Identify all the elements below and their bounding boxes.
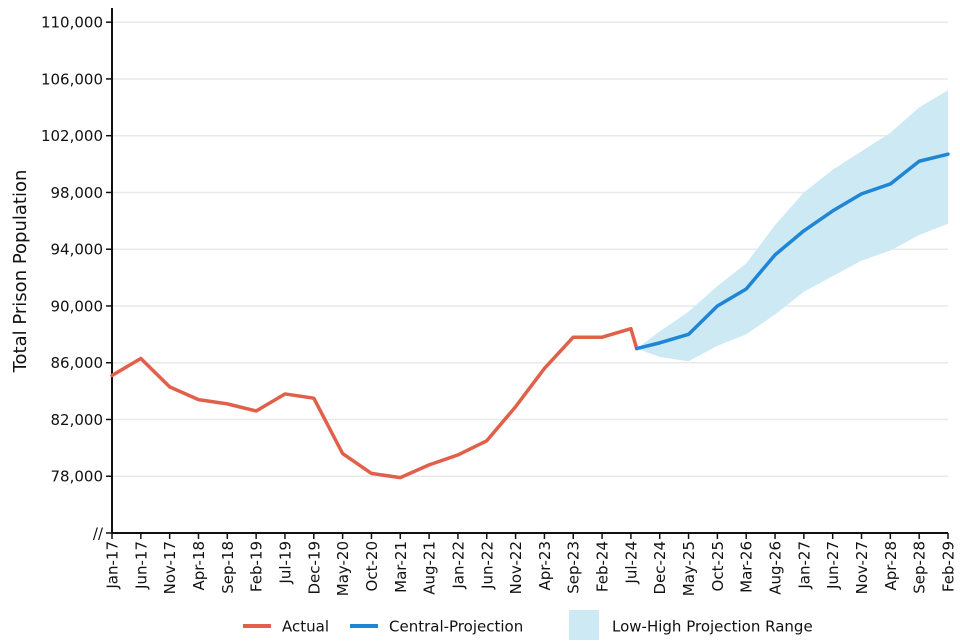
y-tick-label: 82,000 [51, 411, 104, 429]
x-tick-label: Apr-18 [190, 541, 208, 591]
x-tick-label: Dec-19 [305, 541, 323, 595]
central-projection-series-line [634, 152, 950, 351]
x-tick-label: Jun-27 [824, 541, 842, 590]
actual-series-line [110, 326, 639, 480]
x-tick-label: May-20 [334, 541, 352, 596]
x-tick-label: Jun-22 [478, 541, 496, 590]
projection-range-band [636, 90, 948, 362]
x-tick-label: Apr-23 [536, 541, 554, 591]
x-tick-label: Aug-21 [421, 541, 439, 595]
y-tick-label: 78,000 [51, 468, 104, 486]
x-tick-label: Nov-27 [853, 541, 871, 594]
x-tick-label: Jan-17 [104, 541, 122, 590]
x-tick-label: Feb-29 [940, 541, 958, 592]
y-axis-label: Total Prison Population [10, 170, 31, 374]
x-tick-label: Nov-22 [507, 541, 525, 594]
x-tick-label: Mar-26 [738, 541, 756, 593]
x-tick-label: Sep-18 [219, 541, 237, 594]
x-tick-label: Dec-24 [651, 541, 669, 595]
y-tick-label: 98,000 [51, 184, 104, 202]
x-tick-label: Oct-25 [709, 541, 727, 591]
x-tick-label: Aug-26 [767, 541, 785, 595]
x-tick-label: Jun-17 [132, 541, 150, 590]
x-tick-label: Feb-24 [594, 541, 612, 592]
y-tick-label: 106,000 [41, 70, 103, 88]
x-tick-label: Oct-20 [363, 541, 381, 591]
x-tick-label: Jul-19 [276, 541, 294, 585]
x-tick-label: Mar-21 [392, 541, 410, 593]
x-tick-label: Feb-19 [248, 541, 266, 592]
x-tick-label: Sep-28 [911, 541, 929, 594]
y-axis-break-label: // [93, 525, 104, 543]
legend-label-projection-range: Low-High Projection Range [612, 618, 813, 636]
y-tick-label: 94,000 [51, 241, 104, 259]
legend-swatch-projection-range [569, 610, 599, 640]
y-tick-label: 90,000 [51, 297, 104, 315]
legend-label-central-projection: Central-Projection [389, 618, 523, 636]
x-tick-label: May-25 [680, 541, 698, 596]
x-tick-label: Jan-22 [449, 541, 467, 590]
x-tick-label: Nov-17 [161, 541, 179, 594]
x-tick-label: Sep-23 [565, 541, 583, 594]
y-tick-label: 86,000 [51, 354, 104, 372]
y-tick-label: 110,000 [41, 14, 103, 32]
y-tick-label: 102,000 [41, 127, 103, 145]
x-tick-label: Jul-24 [622, 541, 640, 585]
x-tick-label: Apr-28 [882, 541, 900, 591]
legend-label-actual: Actual [282, 618, 329, 636]
x-tick-label: Jan-27 [795, 541, 813, 590]
